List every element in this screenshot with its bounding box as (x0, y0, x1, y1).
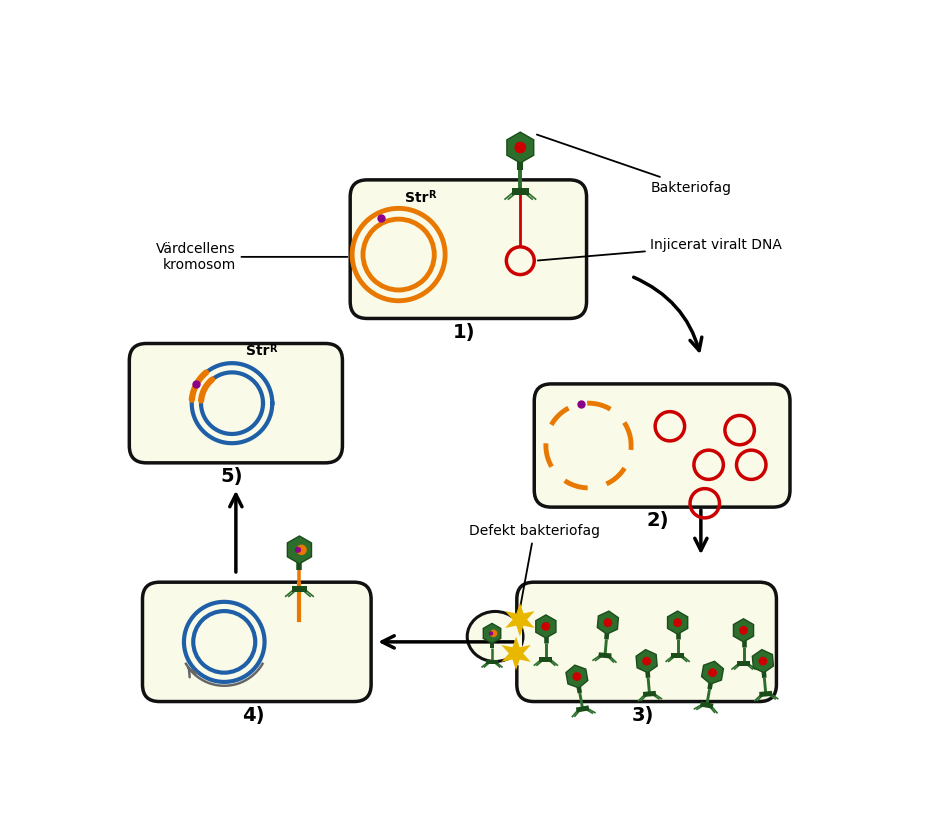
Text: R: R (269, 344, 277, 354)
Circle shape (296, 545, 307, 555)
Polygon shape (566, 665, 588, 688)
Polygon shape (540, 657, 552, 662)
Polygon shape (733, 618, 754, 642)
Text: Str: Str (246, 344, 269, 359)
FancyBboxPatch shape (517, 582, 776, 701)
Polygon shape (287, 536, 311, 564)
Circle shape (673, 618, 682, 627)
Polygon shape (737, 660, 750, 665)
Polygon shape (700, 701, 714, 709)
Text: R: R (428, 190, 435, 200)
Text: Värdcellens
kromosom: Värdcellens kromosom (156, 242, 347, 272)
FancyBboxPatch shape (513, 618, 522, 665)
Circle shape (542, 622, 550, 631)
Text: 1): 1) (453, 323, 476, 342)
Circle shape (490, 629, 497, 637)
Circle shape (489, 631, 494, 635)
Text: Str: Str (405, 191, 429, 205)
FancyBboxPatch shape (130, 344, 343, 463)
Text: 5): 5) (220, 467, 244, 486)
Polygon shape (636, 649, 657, 673)
Circle shape (643, 657, 651, 665)
Text: Bakteriofag: Bakteriofag (537, 135, 732, 194)
Polygon shape (506, 603, 534, 637)
Polygon shape (292, 587, 307, 592)
Polygon shape (671, 653, 684, 658)
FancyBboxPatch shape (143, 582, 371, 701)
Polygon shape (507, 132, 533, 163)
Polygon shape (752, 649, 773, 673)
Ellipse shape (468, 612, 523, 661)
Circle shape (739, 626, 748, 634)
Circle shape (708, 668, 717, 677)
Polygon shape (598, 652, 611, 659)
Polygon shape (643, 691, 657, 697)
FancyBboxPatch shape (534, 384, 790, 507)
Circle shape (758, 657, 768, 665)
Polygon shape (668, 611, 688, 634)
Polygon shape (597, 611, 619, 634)
Text: 4): 4) (242, 706, 264, 725)
Polygon shape (759, 691, 772, 697)
Polygon shape (486, 660, 497, 665)
Polygon shape (576, 706, 589, 712)
Text: 3): 3) (632, 706, 654, 725)
Polygon shape (501, 637, 531, 670)
Text: Defekt bakteriofag: Defekt bakteriofag (469, 524, 600, 614)
Polygon shape (483, 623, 501, 644)
Text: 2): 2) (647, 511, 669, 530)
Circle shape (604, 618, 612, 627)
FancyBboxPatch shape (350, 180, 586, 318)
Text: Injicerat viralt DNA: Injicerat viralt DNA (538, 238, 782, 261)
Polygon shape (702, 661, 723, 684)
Polygon shape (512, 188, 529, 194)
Circle shape (295, 547, 301, 553)
Circle shape (572, 672, 582, 681)
Circle shape (515, 142, 526, 153)
Polygon shape (536, 615, 556, 638)
